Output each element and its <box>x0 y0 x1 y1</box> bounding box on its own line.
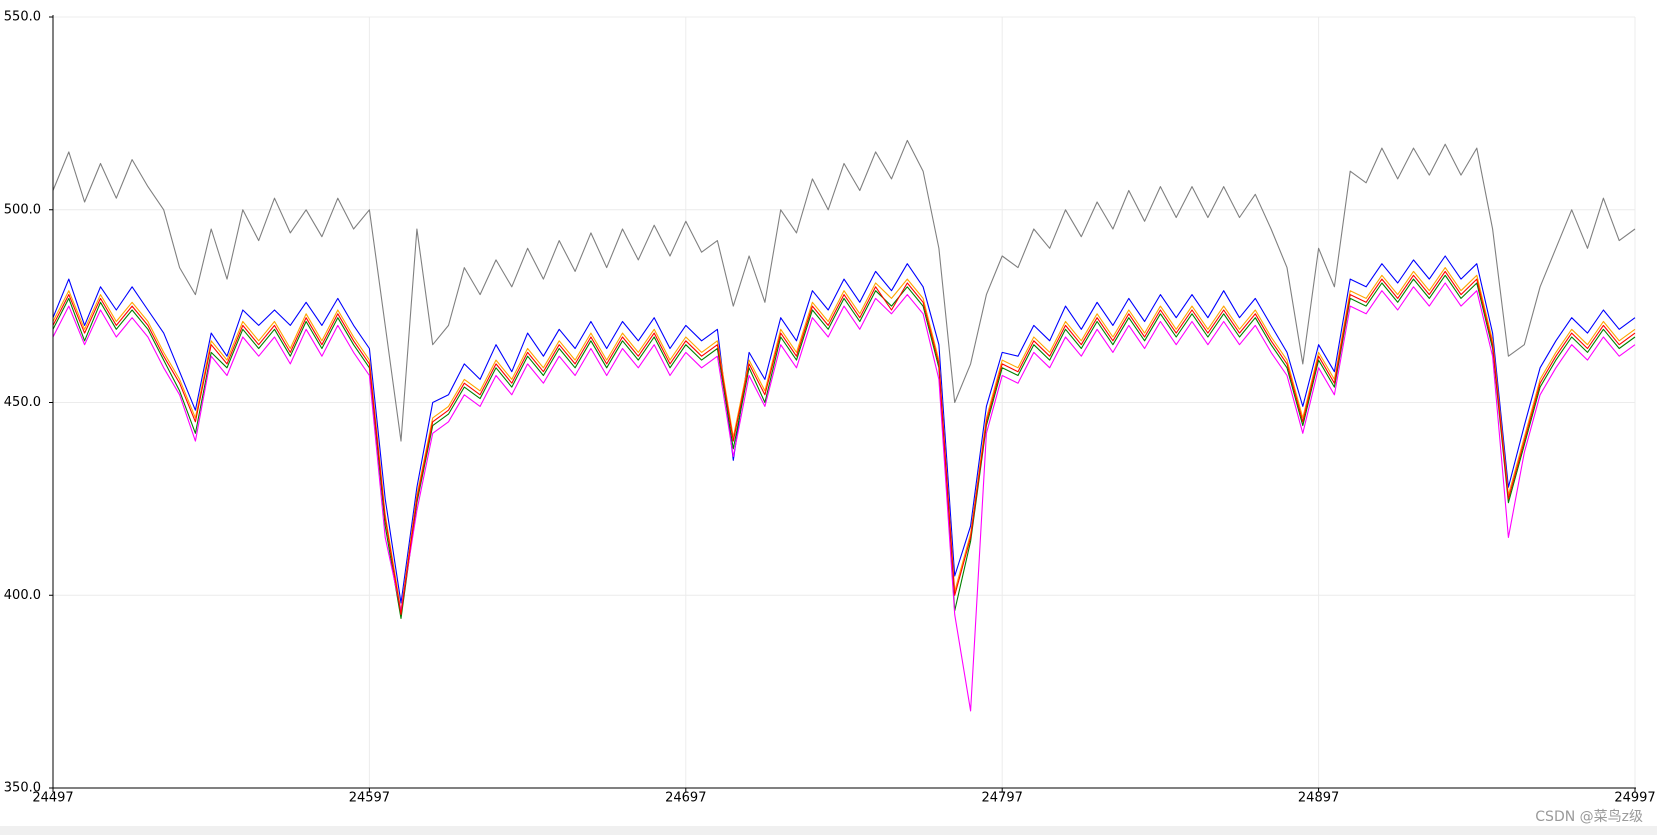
y-tick-label: 350.0 <box>4 781 41 796</box>
y-tick-label: 450.0 <box>4 395 41 410</box>
watermark: CSDN @菜鸟z级 <box>1535 809 1643 825</box>
grid <box>52 16 1636 789</box>
y-tick-label: 550.0 <box>4 10 41 25</box>
series-line <box>52 282 1636 712</box>
series-line <box>52 274 1636 619</box>
series-line <box>52 255 1636 604</box>
axes: 350.0 400.0 450.0 500.0 550.0 24497 24597 24697… <box>4 10 1656 806</box>
status-strip <box>0 826 1657 835</box>
x-tick-label: 24997 <box>1614 791 1655 806</box>
plot-lines <box>52 139 1636 712</box>
series-line <box>52 270 1636 616</box>
y-tick-label: 500.0 <box>4 202 41 217</box>
series-line <box>52 139 1636 442</box>
x-tick-label: 24497 <box>32 791 73 806</box>
x-tick-label: 24697 <box>665 791 706 806</box>
y-tick-label: 400.0 <box>4 588 41 603</box>
x-tick-label: 24597 <box>349 791 390 806</box>
x-tick-label: 24797 <box>982 791 1023 806</box>
series-line <box>52 267 1636 612</box>
x-tick-label: 24897 <box>1298 791 1339 806</box>
